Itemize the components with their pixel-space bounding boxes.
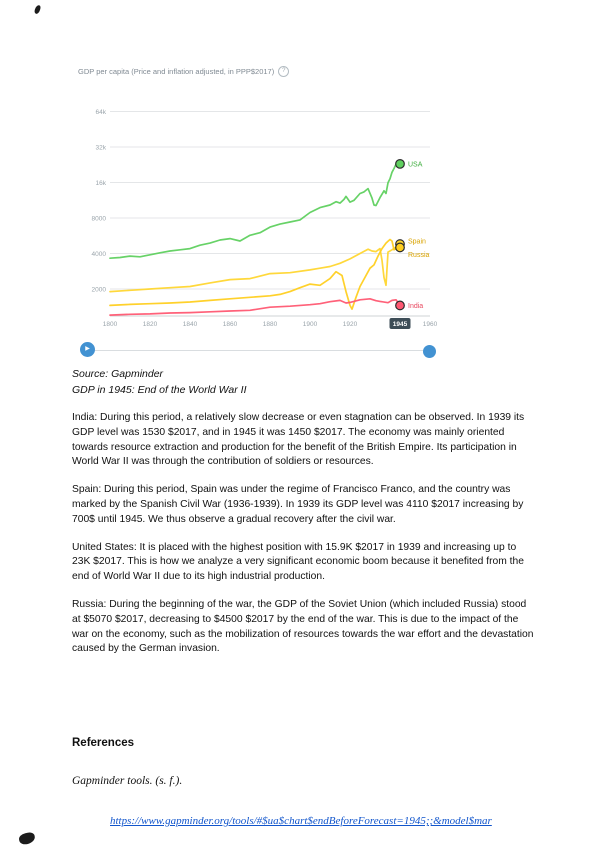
svg-text:1920: 1920 xyxy=(343,321,358,328)
timeline-slider: ▶ xyxy=(78,341,470,361)
help-icon[interactable]: ? xyxy=(278,65,290,77)
svg-text:1820: 1820 xyxy=(143,321,158,328)
reference-link[interactable]: https://www.gapminder.org/tools/#$ua$cha… xyxy=(110,815,492,828)
scan-artifact-bottom xyxy=(18,831,36,846)
svg-text:USA: USA xyxy=(408,161,423,168)
svg-text:1900: 1900 xyxy=(303,321,318,328)
references-heading: References xyxy=(72,737,135,750)
source-text: Source: Gapminder xyxy=(72,368,164,380)
svg-text:1840: 1840 xyxy=(183,321,198,328)
analysis-paragraph-india: India: During this period, a relatively … xyxy=(72,412,525,468)
gapminder-chart: GDP per capita (Price and inflation adju… xyxy=(78,64,470,361)
document-page: GDP per capita (Price and inflation adju… xyxy=(72,0,534,829)
svg-text:India: India xyxy=(408,303,423,310)
play-button[interactable]: ▶ xyxy=(80,342,95,357)
scan-artifact-top xyxy=(33,4,42,15)
reference-citation: Gapminder tools. (s. f.). xyxy=(72,775,183,788)
analysis-paragraph-united-states: United States: It is placed with the hig… xyxy=(72,541,524,583)
analysis-paragraph-russia: Russia: During the beginning of the war,… xyxy=(72,598,534,655)
chart-title: GDP per capita (Price and inflation adju… xyxy=(78,66,275,76)
svg-text:Spain: Spain xyxy=(408,239,426,246)
reference-link-row: https://www.gapminder.org/tools/#$ua$cha… xyxy=(110,811,534,829)
figure-caption: GDP in 1945: End of the World War II xyxy=(72,384,247,396)
analysis-paragraph-spain: Spain: During this period, Spain was und… xyxy=(72,484,524,525)
svg-text:1880: 1880 xyxy=(263,321,278,328)
svg-text:1800: 1800 xyxy=(103,321,118,328)
svg-text:64k: 64k xyxy=(96,109,107,116)
svg-text:16k: 16k xyxy=(96,180,107,187)
svg-text:1945: 1945 xyxy=(393,321,408,328)
svg-text:Russia: Russia xyxy=(408,252,430,259)
gdp-line-chart: 2000 4000 8000 16k 32k 64k 1800 1820 1840 1860 188… xyxy=(92,109,438,329)
svg-text:1960: 1960 xyxy=(423,321,438,328)
svg-text:2000: 2000 xyxy=(92,286,107,293)
svg-text:4000: 4000 xyxy=(92,251,107,258)
svg-text:8000: 8000 xyxy=(92,215,107,222)
svg-text:1860: 1860 xyxy=(223,321,238,328)
svg-text:32k: 32k xyxy=(96,144,107,151)
slider-track[interactable] xyxy=(92,350,436,351)
chart-title-row: GDP per capita (Price and inflation adju… xyxy=(78,64,470,78)
slider-handle[interactable] xyxy=(423,345,436,358)
